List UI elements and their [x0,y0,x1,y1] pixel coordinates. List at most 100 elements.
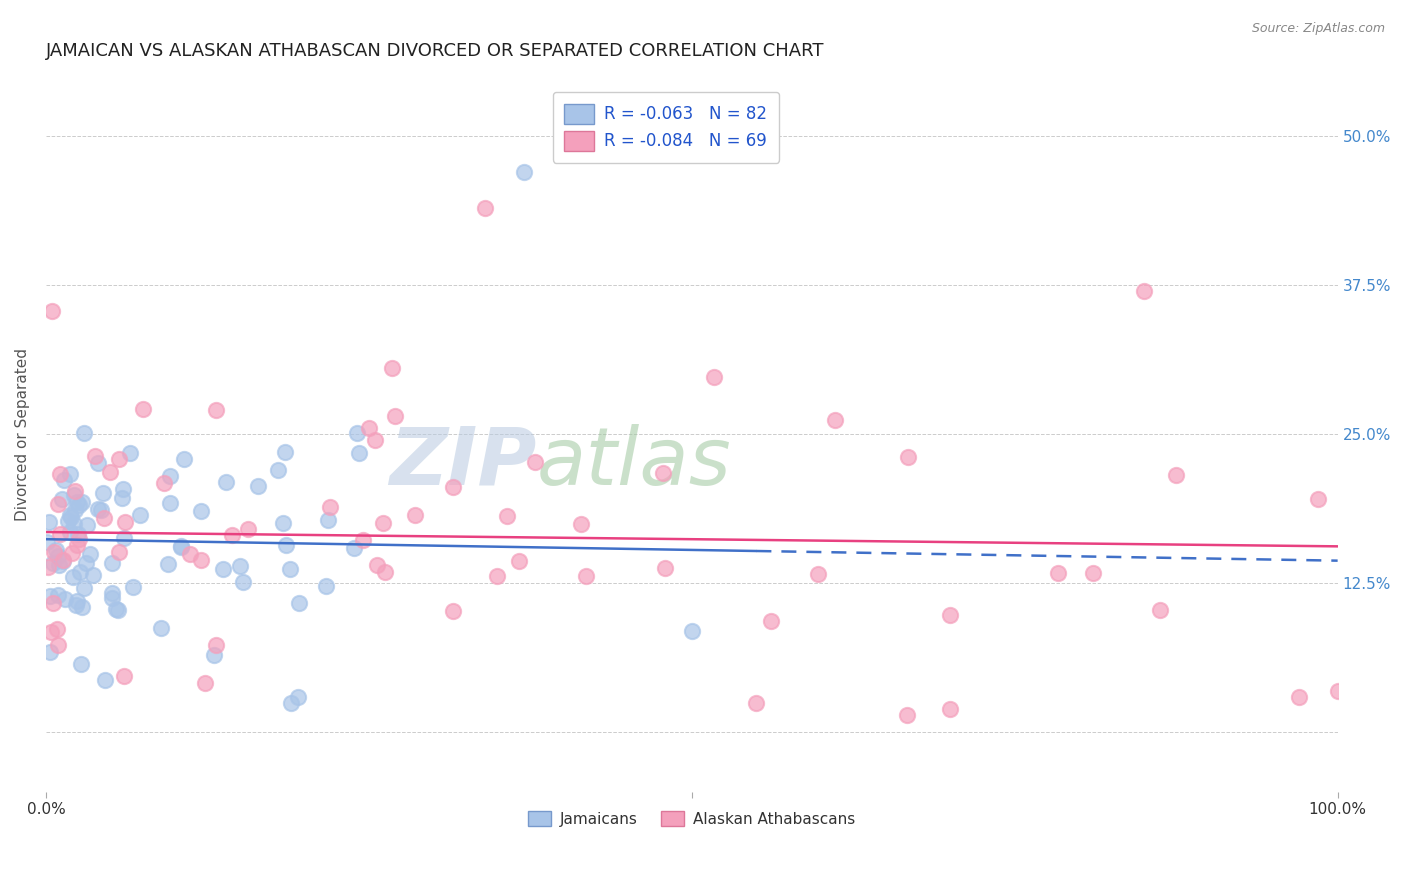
Point [1166,468,1188,483]
Point [90,503,112,517]
Point [190,553,212,567]
Point [87,456,110,470]
Point [190,504,212,518]
Y-axis label: Divorced or Separated: Divorced or Separated [15,348,30,521]
Point [896,708,918,723]
Text: JAMAICAN VS ALASKAN ATHABASCAN DIVORCED OR SEPARATED CORRELATION CHART: JAMAICAN VS ALASKAN ATHABASCAN DIVORCED … [46,42,824,60]
Point [486,569,509,583]
Point [93,673,115,688]
Point [55,591,77,606]
Point [67,532,90,546]
Point [897,450,920,464]
Point [87,502,110,516]
Point [357,421,380,435]
Point [523,455,546,469]
Point [366,558,388,572]
Point [652,466,675,480]
Point [52,553,75,567]
Point [93,511,115,525]
Point [58,467,80,481]
Point [73,425,96,440]
Point [46,622,69,636]
Point [496,509,519,524]
Point [42,545,65,559]
Point [110,491,132,506]
Point [46,497,69,511]
Point [271,516,294,530]
Point [1326,683,1348,698]
Point [441,480,464,494]
Point [66,594,89,608]
Point [364,434,387,448]
Point [441,604,464,618]
Point [346,426,368,441]
Point [745,696,768,710]
Point [98,465,121,479]
Point [120,446,142,460]
Point [153,475,176,490]
Point [159,469,181,483]
Point [569,516,592,531]
Point [654,561,676,575]
Point [75,556,97,570]
Point [46,588,69,602]
Point [79,547,101,561]
Point [373,516,395,531]
Point [39,625,62,640]
Point [129,508,152,523]
Point [247,479,270,493]
Point [70,495,93,509]
Text: atlas: atlas [537,424,731,502]
Point [374,565,396,579]
Point [42,595,65,609]
Point [104,602,127,616]
Point [49,467,72,481]
Point [48,558,70,572]
Point [215,475,238,490]
Point [238,522,260,536]
Point [276,538,298,552]
Point [108,545,131,559]
Point [170,540,193,554]
Point [193,675,215,690]
Point [58,514,80,528]
Point [51,492,73,507]
Point [1306,491,1329,506]
Point [112,531,135,545]
Point [111,482,134,496]
Point [45,542,67,557]
Point [316,513,339,527]
Point [280,696,302,710]
Point [349,446,371,460]
Point [37,560,59,574]
Point [508,554,530,568]
Point [37,535,59,549]
Point [824,413,846,427]
Point [474,201,496,215]
Legend: Jamaicans, Alaskan Athabascans: Jamaicans, Alaskan Athabascans [520,803,863,834]
Point [59,508,82,523]
Point [575,569,598,583]
Point [204,403,226,417]
Point [703,369,725,384]
Point [82,568,104,582]
Point [939,701,962,715]
Point [62,516,84,531]
Point [48,549,70,563]
Point [48,638,70,652]
Point [62,570,84,584]
Point [150,621,173,635]
Point [41,303,63,318]
Point [65,484,87,499]
Point [114,515,136,529]
Point [232,574,254,589]
Point [107,603,129,617]
Point [52,553,75,567]
Point [73,581,96,595]
Point [938,608,960,623]
Point [63,503,86,517]
Point [343,541,366,556]
Point [157,557,180,571]
Point [381,360,404,375]
Text: Source: ZipAtlas.com: Source: ZipAtlas.com [1251,22,1385,36]
